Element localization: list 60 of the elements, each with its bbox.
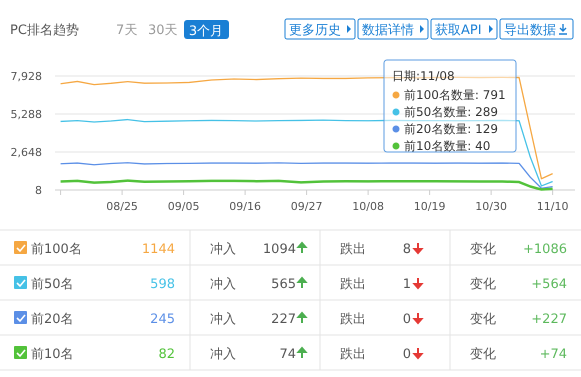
legend-label: 前10名 xyxy=(31,347,74,362)
line-series xyxy=(60,162,554,189)
chart-title: PC排名趋势 xyxy=(10,23,79,38)
x-tick-label: 09/16 xyxy=(229,200,261,213)
annotation: 前10名数量: 40 xyxy=(404,139,490,153)
legend-label: 前20名 xyxy=(31,312,74,327)
annotation: 前50名数量: 289 xyxy=(404,105,498,119)
text: 变化 xyxy=(470,347,496,362)
y-tick-label: 2,648 xyxy=(10,146,42,159)
text: 0 xyxy=(402,312,411,327)
y-tick-label: 5,288 xyxy=(10,108,42,121)
text: 更多历史 xyxy=(289,23,341,38)
text: 冲入 xyxy=(210,347,236,362)
text: 1144 xyxy=(142,242,175,257)
text: 变化 xyxy=(470,312,496,327)
text: 245 xyxy=(150,312,175,327)
text: 跌出 xyxy=(340,347,366,362)
y-tick-label: 8 xyxy=(35,184,42,197)
y-tick-label: 7,928 xyxy=(10,70,42,83)
x-tick-label: 10/30 xyxy=(475,200,507,213)
text: 74 xyxy=(279,347,296,362)
text: 获取API xyxy=(435,23,482,38)
text: +227 xyxy=(531,312,567,327)
text: 0 xyxy=(402,347,411,362)
x-tick-label: 11/10 xyxy=(536,200,568,213)
text: +564 xyxy=(531,277,567,292)
text: 30天 xyxy=(148,23,178,38)
text: 598 xyxy=(150,277,175,292)
annotation: 前100名数量: 791 xyxy=(404,88,506,102)
text: 3个月 xyxy=(188,24,224,39)
x-tick-label: 09/05 xyxy=(168,200,200,213)
text: +74 xyxy=(540,347,567,362)
x-tick-label: 08/25 xyxy=(106,200,138,213)
annotation: 前20名数量: 129 xyxy=(404,122,498,136)
text: 变化 xyxy=(470,242,496,257)
x-tick-label: 10/19 xyxy=(414,200,446,213)
text: 冲入 xyxy=(210,277,236,292)
text: 8 xyxy=(402,242,411,257)
line-series xyxy=(59,179,554,191)
text: +1086 xyxy=(523,242,567,257)
annotation: 日期:11/08 xyxy=(392,69,455,83)
text: 导出数据 xyxy=(504,23,556,38)
legend-label: 前100名 xyxy=(31,242,82,257)
text: 7天 xyxy=(116,23,138,38)
text: 227 xyxy=(271,312,296,327)
text: 1 xyxy=(402,277,411,292)
text: 跌出 xyxy=(340,242,366,257)
text: 82 xyxy=(158,347,175,362)
text: 1094 xyxy=(262,242,296,257)
text: 跌出 xyxy=(340,312,366,327)
line-series xyxy=(60,118,554,187)
text: 变化 xyxy=(470,277,496,292)
text: 数据详情 xyxy=(362,23,414,38)
x-tick-label: 09/27 xyxy=(290,200,322,213)
legend-label: 前50名 xyxy=(31,277,74,292)
text: 565 xyxy=(271,277,296,292)
x-tick-label: 10/08 xyxy=(352,200,384,213)
text: 冲入 xyxy=(210,312,236,327)
text: 跌出 xyxy=(340,277,366,292)
text: 冲入 xyxy=(210,242,236,257)
